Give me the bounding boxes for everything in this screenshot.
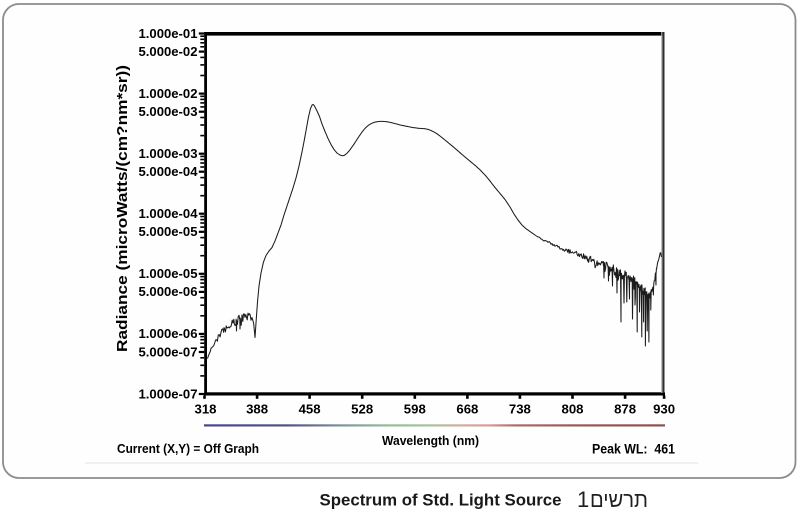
svg-text:Spectrum of Std. Light Source: Spectrum of Std. Light Source	[320, 492, 562, 510]
svg-text:5.000e-06: 5.000e-06	[139, 285, 198, 299]
svg-text:5.000e-03: 5.000e-03	[139, 105, 198, 119]
svg-text:1.000e-03: 1.000e-03	[139, 147, 198, 161]
svg-text:5.000e-04: 5.000e-04	[139, 165, 198, 179]
svg-text:1.000e-01: 1.000e-01	[139, 27, 198, 41]
svg-text:668: 668	[456, 401, 478, 416]
svg-text:Wavelength (nm): Wavelength (nm)	[382, 434, 479, 448]
svg-text:458: 458	[299, 401, 321, 416]
svg-text:5.000e-05: 5.000e-05	[139, 225, 198, 239]
svg-text:1.000e-05: 1.000e-05	[139, 267, 198, 281]
svg-text:5.000e-07: 5.000e-07	[139, 345, 198, 359]
svg-text:1.000e-06: 1.000e-06	[139, 327, 198, 341]
svg-text:930: 930	[653, 401, 675, 416]
svg-text:תרשים: תרשים	[590, 488, 648, 512]
svg-text:Peak WL: 461: Peak WL: 461	[592, 442, 675, 457]
svg-text:808: 808	[562, 401, 584, 416]
svg-text:598: 598	[404, 401, 426, 416]
svg-text:388: 388	[246, 401, 268, 416]
svg-text:1.000e-02: 1.000e-02	[139, 87, 198, 101]
svg-text:1.000e-07: 1.000e-07	[139, 387, 198, 401]
svg-text:5.000e-02: 5.000e-02	[139, 45, 198, 59]
svg-text:878: 878	[614, 401, 636, 416]
svg-text:Radiance (microWatts/(cm?nm*sr: Radiance (microWatts/(cm?nm*sr))	[115, 65, 131, 352]
svg-text:318: 318	[195, 401, 217, 416]
svg-text:528: 528	[351, 401, 373, 416]
svg-text:1.000e-04: 1.000e-04	[139, 207, 198, 221]
svg-text:738: 738	[509, 401, 531, 416]
svg-text:1: 1	[577, 487, 589, 512]
svg-text:Current (X,Y) = Off Graph: Current (X,Y) = Off Graph	[117, 442, 259, 456]
